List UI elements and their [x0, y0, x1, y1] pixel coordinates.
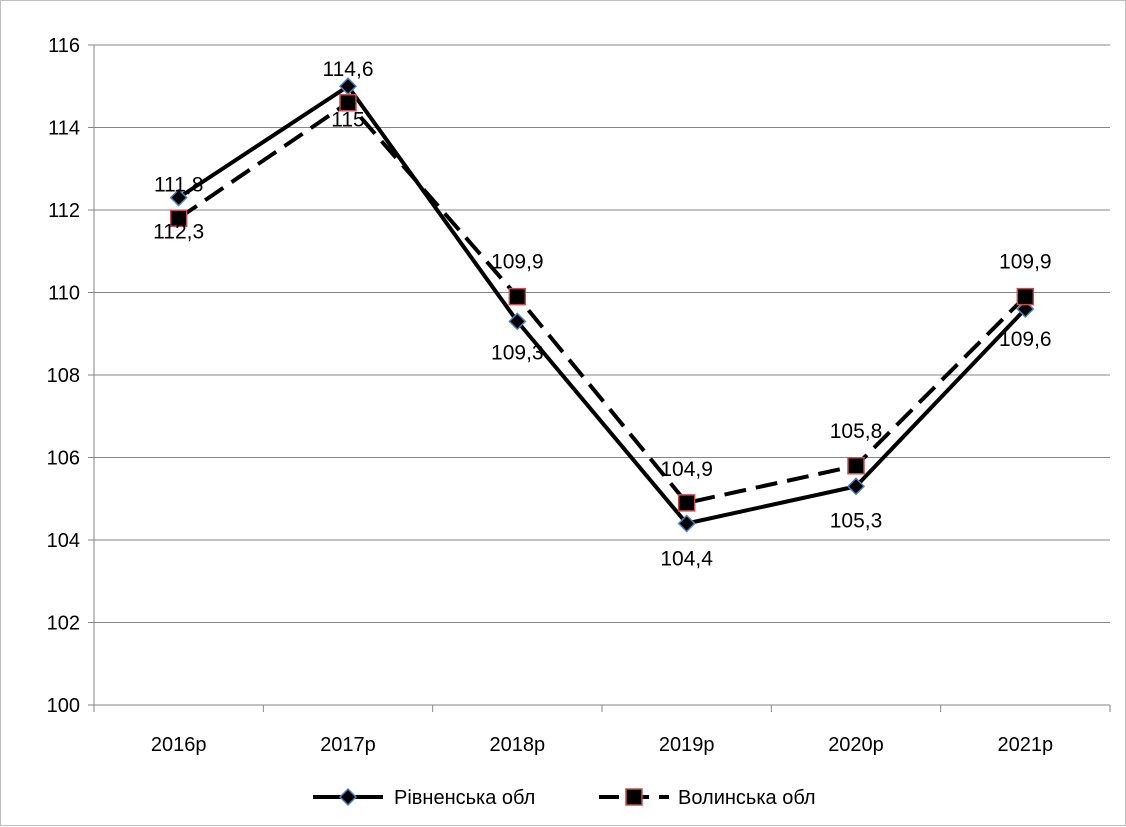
- series-2-point: [847, 457, 865, 475]
- series-2-point: [1016, 287, 1035, 306]
- series-1-point: [677, 514, 696, 533]
- y-tick-label: 104: [47, 530, 80, 552]
- legend: Рівненська обл Волинська обл: [313, 787, 816, 809]
- data-label: 115: [331, 108, 364, 131]
- legend-marker-2: [625, 788, 643, 806]
- data-label: 111,8: [154, 173, 203, 196]
- series-2-point: [677, 494, 696, 512]
- data-labels: 112,3 115 109,3 104,4 105,3 109,6 111,8 114,6 10…: [153, 58, 1051, 571]
- x-tick-label: 2017р: [320, 734, 376, 756]
- axes: 100 102 104 106 108 110 112 114 116 2016р 2017р 201…: [47, 35, 1111, 756]
- data-label: 109,6: [999, 328, 1052, 351]
- series-2-point: [169, 209, 188, 227]
- data-label: 104,4: [660, 548, 713, 571]
- x-tick-label: 2016р: [151, 734, 207, 756]
- y-tick-label: 106: [47, 448, 80, 470]
- series-1-point: [508, 312, 527, 331]
- legend-label-1: Рівненська обл: [394, 787, 535, 809]
- x-tick-label: 2019р: [659, 734, 715, 756]
- series-line-1: [177, 84, 1027, 526]
- y-tick-label: 100: [47, 695, 80, 717]
- series-1-point: [169, 188, 188, 207]
- legend-label-2: Волинська обл: [678, 787, 816, 809]
- y-tick-label: 116: [48, 35, 80, 57]
- data-label: 109,9: [999, 251, 1052, 274]
- data-label: 114,6: [323, 58, 374, 81]
- data-label: 105,8: [830, 420, 883, 443]
- y-tick-label: 114: [48, 118, 80, 140]
- series-line-2: [177, 100, 1027, 505]
- y-tick-label: 112: [48, 200, 80, 222]
- data-label: 112,3: [153, 221, 204, 244]
- x-tick-label: 2020р: [828, 734, 884, 756]
- gridlines: [94, 44, 1110, 623]
- series: [169, 77, 1035, 533]
- series-2-point: [339, 94, 357, 112]
- data-label: 104,9: [660, 458, 713, 481]
- series-2-point: [508, 287, 527, 306]
- data-label: 105,3: [830, 509, 883, 532]
- y-tick-label: 110: [48, 283, 80, 305]
- y-tick-label: 108: [47, 365, 80, 387]
- x-tick-label: 2018р: [490, 734, 546, 756]
- legend-marker-1: [338, 787, 358, 807]
- y-tick-label: 102: [47, 613, 80, 635]
- data-label: 109,3: [491, 341, 544, 364]
- x-tick-label: 2021р: [998, 734, 1054, 756]
- series-1-point: [846, 477, 866, 496]
- data-label: 109,9: [491, 251, 544, 274]
